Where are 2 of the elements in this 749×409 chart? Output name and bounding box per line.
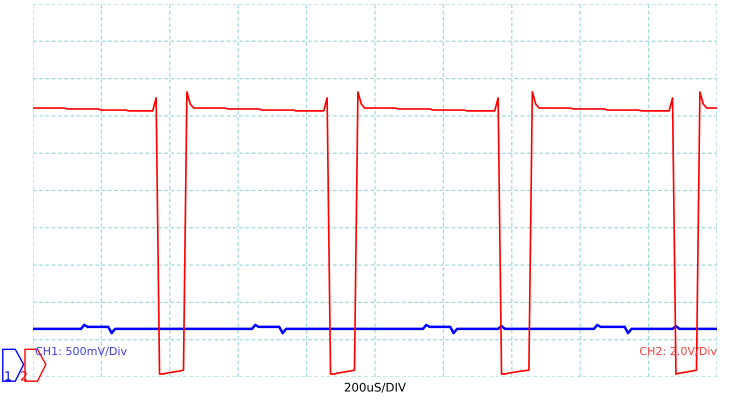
x-axis-title: 200uS/DIV — [344, 382, 406, 393]
text: 1 — [5, 371, 11, 380]
